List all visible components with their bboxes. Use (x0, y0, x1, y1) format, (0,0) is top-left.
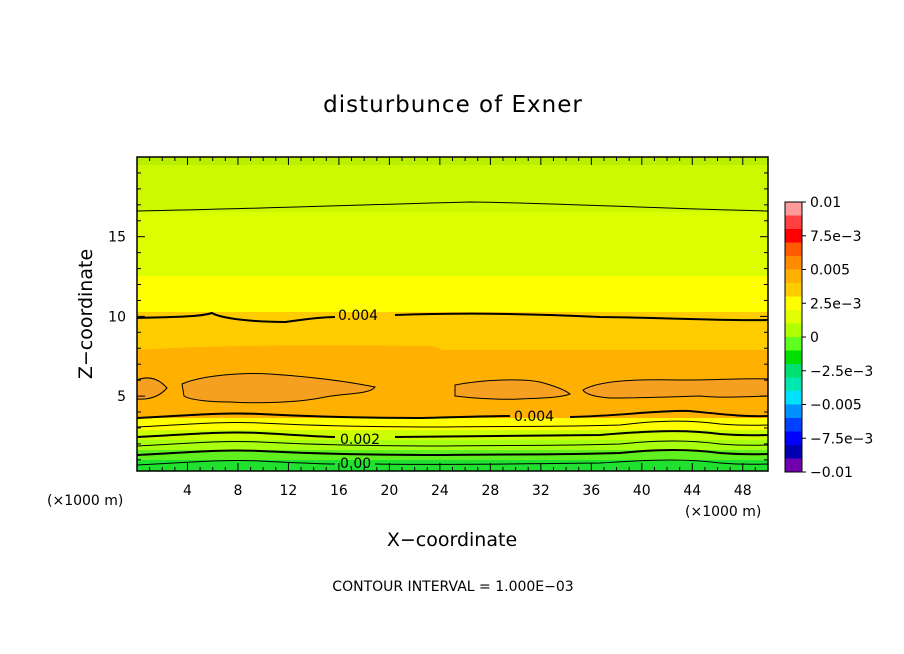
colorbar-tick-label: −7.5e−3 (810, 431, 873, 447)
colorbar-swatch (785, 269, 802, 284)
fill-band (137, 276, 768, 312)
x-tick-label: 16 (330, 483, 348, 499)
contour-line (136, 459, 769, 466)
contour-line (582, 378, 769, 399)
colorbar-tick-label: 2.5e−3 (810, 296, 862, 312)
contour-line (454, 379, 571, 400)
max-region-2 (182, 373, 375, 403)
contour-interval-note: CONTOUR INTERVAL = 1.000E−03 (332, 579, 573, 595)
colorbar-tick-label: 0.01 (810, 195, 841, 211)
colorbar-tick-label: −2.5e−3 (810, 364, 873, 380)
fill-band (137, 165, 768, 212)
colorbar-tick-label: 0.005 (810, 263, 850, 279)
colorbar-swatch (785, 283, 802, 297)
contour-line (136, 430, 769, 438)
chart-title: disturbunce of Exner (323, 92, 583, 118)
contour-line (136, 440, 769, 447)
max-region-4 (583, 378, 768, 398)
colorbar-swatch (785, 215, 802, 230)
colorbar-tick-label: −0.01 (810, 465, 853, 481)
y-tick-label: 10 (108, 309, 126, 325)
colorbar (784, 201, 803, 473)
max-region-3 (455, 379, 570, 400)
colorbar-tick-labels: 0.01 7.5e−3 0.005 2.5e−3 0 −2.5e−3 −0.005 −7.5e… (802, 195, 873, 481)
x-tick-label: 36 (582, 483, 600, 499)
contour-line (136, 377, 168, 400)
y-tick-label: 15 (108, 230, 126, 246)
x-unit-right: (×1000 m) (685, 504, 761, 520)
colorbar-swatch (785, 364, 802, 378)
x-tick-labels: 4 8 12 16 20 24 28 32 36 40 44 48 (183, 483, 752, 499)
x-axis-label: X−coordinate (387, 529, 517, 551)
contour-line (181, 373, 376, 404)
y-axis-label: Z−coordinate (75, 249, 97, 379)
colorbar-swatch (785, 445, 802, 459)
colorbar-swatch (785, 296, 802, 311)
contour-line (136, 201, 769, 212)
x-tick-label: 20 (380, 483, 398, 499)
contour-label: 0.00 (340, 456, 371, 472)
fill-band (137, 430, 768, 440)
x-tick-label: 40 (633, 483, 651, 499)
contour-line (136, 449, 769, 457)
contour-label: 0.002 (340, 432, 380, 448)
fill-band (137, 345, 768, 360)
colorbar-swatch (785, 323, 802, 338)
x-tick-label: 12 (280, 483, 298, 499)
y-tick-label: 5 (117, 389, 126, 405)
colorbar-swatch (785, 377, 802, 392)
contour-line (136, 311, 769, 324)
fill-band (137, 440, 768, 450)
contour-lines (136, 201, 769, 466)
contour-line (136, 420, 769, 428)
x-tick-label: 8 (233, 483, 242, 499)
x-tick-label: 28 (481, 483, 499, 499)
x-tick-label: 24 (431, 483, 449, 499)
contour-fill-max-regions (137, 373, 768, 403)
x-tick-label: 44 (683, 483, 701, 499)
x-tick-label: 32 (532, 483, 550, 499)
colorbar-tick-label: 7.5e−3 (810, 229, 862, 245)
colorbar-swatch (785, 391, 802, 405)
colorbar-swatch (785, 350, 802, 365)
fill-band (137, 460, 768, 471)
colorbar-tick-label: −0.005 (810, 398, 862, 414)
contour-labels: 0.004 0.004 0.002 0.00 (338, 308, 554, 472)
colorbar-swatch (785, 418, 802, 432)
colorbar-swatch (785, 337, 802, 351)
x-tick-label: 48 (734, 483, 752, 499)
tick-marks (137, 157, 768, 471)
colorbar-swatch (785, 458, 802, 473)
colorbar-swatch (785, 256, 802, 270)
colorbar-swatch (785, 431, 802, 446)
colorbar-swatch (785, 404, 802, 419)
contour-line (136, 409, 769, 420)
fill-band (137, 212, 768, 276)
colorbar-swatch (785, 310, 802, 324)
colorbar-swatch (785, 242, 802, 257)
contour-label: 0.004 (514, 409, 554, 425)
colorbar-tick-label: 0 (810, 330, 819, 346)
colorbar-swatch (785, 202, 802, 216)
colorbar-swatch (785, 229, 802, 243)
fill-band (137, 418, 768, 430)
x-tick-label: 4 (183, 483, 192, 499)
contour-label: 0.004 (338, 308, 378, 324)
x-unit-left: (×1000 m) (47, 493, 123, 509)
y-tick-labels: 5 10 15 (108, 230, 126, 405)
